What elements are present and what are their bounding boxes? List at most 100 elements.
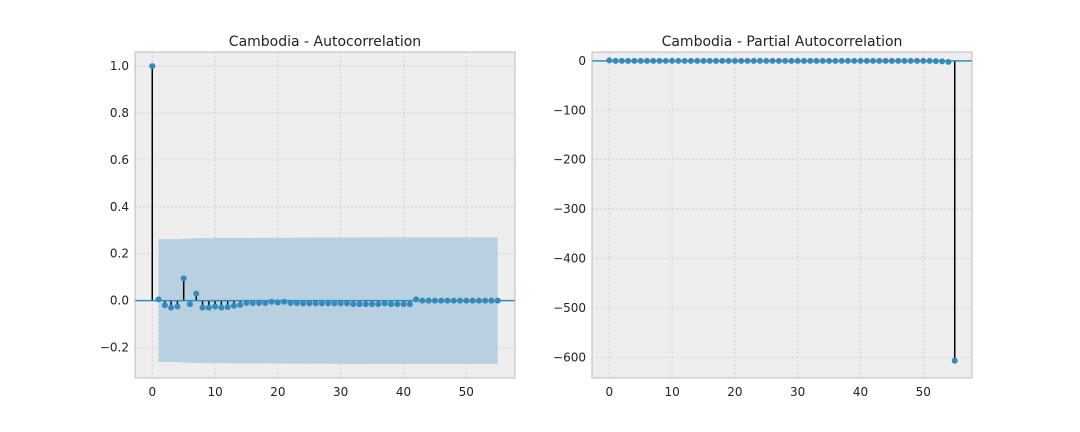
acf-point-8 [199,304,206,311]
acf-point-36 [375,301,382,308]
pacf-point-48 [907,57,914,64]
pacf-point-37 [838,57,845,64]
acf-point-13 [230,302,237,309]
acf-point-39 [394,301,401,308]
pacf-point-16 [706,57,713,64]
acf-point-38 [387,301,394,308]
pacf-point-1 [612,57,619,64]
pacf-point-35 [826,57,833,64]
acf-point-43 [419,297,426,304]
pacf-x-tick-label: 40 [853,385,868,399]
pacf-plot-background [592,52,972,378]
acf-point-18 [262,299,269,306]
acf-point-15 [243,299,250,306]
acf-point-48 [450,297,457,304]
acf-y-tick-label: −0.2 [100,341,129,355]
pacf-point-23 [750,57,757,64]
acf-point-30 [337,300,344,307]
acf-point-5 [180,275,187,282]
acf-chart: 0 10 20 30 40 50 −0.2 0.0 0.2 0.4 0.6 0.8 1.0 Cambodi… [100,34,516,399]
pacf-point-19 [725,57,732,64]
acf-x-tick-label: 10 [207,385,222,399]
acf-point-27 [318,300,325,307]
pacf-point-42 [870,57,877,64]
pacf-point-31 [800,57,807,64]
acf-point-20 [274,299,281,306]
pacf-x-tick-label: 10 [664,385,679,399]
acf-point-49 [457,297,464,304]
acf-point-50 [463,297,470,304]
acf-point-32 [350,301,357,308]
pacf-y-tick-label: −500 [553,301,586,315]
pacf-point-29 [788,57,795,64]
pacf-point-46 [895,57,902,64]
pacf-point-50 [920,57,927,64]
pacf-y-tick-label: −600 [553,350,586,364]
pacf-point-20 [731,57,738,64]
acf-point-2 [161,302,168,309]
pacf-point-41 [863,57,870,64]
pacf-y-tick-label: 0 [578,54,586,68]
pacf-point-52 [932,58,939,65]
pacf-point-55 [951,357,958,364]
acf-point-17 [256,299,263,306]
pacf-point-40 [857,57,864,64]
acf-y-tick-label: 0.2 [110,247,129,261]
pacf-y-tick-label: −200 [553,153,586,167]
pacf-axes-frame [591,51,973,379]
pacf-point-8 [656,57,663,64]
acf-point-12 [224,304,231,311]
acf-point-34 [362,301,369,308]
pacf-point-0 [606,57,613,64]
acf-point-40 [400,301,407,308]
pacf-point-43 [876,57,883,64]
pacf-point-54 [945,58,952,65]
pacf-point-9 [662,57,669,64]
pacf-point-15 [700,57,707,64]
pacf-point-13 [687,57,694,64]
acf-title: Cambodia - Autocorrelation [229,34,421,50]
pacf-point-14 [694,57,701,64]
pacf-x-tick-label: 0 [605,385,613,399]
acf-point-6 [186,301,193,308]
pacf-point-22 [744,57,751,64]
acf-point-10 [212,303,219,310]
acf-point-11 [218,304,225,311]
acf-point-25 [306,300,313,307]
pacf-point-10 [669,57,676,64]
acf-point-35 [369,301,376,308]
pacf-point-18 [719,57,726,64]
acf-point-51 [469,297,476,304]
pacf-point-27 [775,57,782,64]
pacf-point-36 [832,57,839,64]
acf-point-33 [356,301,363,308]
acf-point-45 [431,297,438,304]
pacf-point-6 [643,57,650,64]
acf-point-1 [155,296,162,303]
pacf-point-4 [631,57,638,64]
acf-y-tick-label: 0.4 [110,200,129,214]
pacf-point-53 [939,58,946,65]
acf-y-tick-label: 0.8 [110,106,129,120]
acf-point-42 [413,296,420,303]
acf-point-54 [488,297,495,304]
pacf-point-17 [713,57,720,64]
acf-point-53 [482,297,489,304]
pacf-point-51 [926,57,933,64]
pacf-x-tick-label: 30 [790,385,805,399]
pacf-point-33 [813,57,820,64]
pacf-x-tick-label: 20 [727,385,742,399]
pacf-point-5 [637,57,644,64]
acf-y-tick-label: 1.0 [110,59,129,73]
acf-point-22 [287,299,294,306]
pacf-point-38 [844,57,851,64]
acf-point-3 [168,304,175,311]
acf-point-47 [444,297,451,304]
pacf-point-26 [769,57,776,64]
pacf-point-45 [888,57,895,64]
pacf-point-44 [882,57,889,64]
acf-x-tick-label: 30 [333,385,348,399]
acf-y-tick-label: 0.6 [110,153,129,167]
pacf-point-11 [675,57,682,64]
